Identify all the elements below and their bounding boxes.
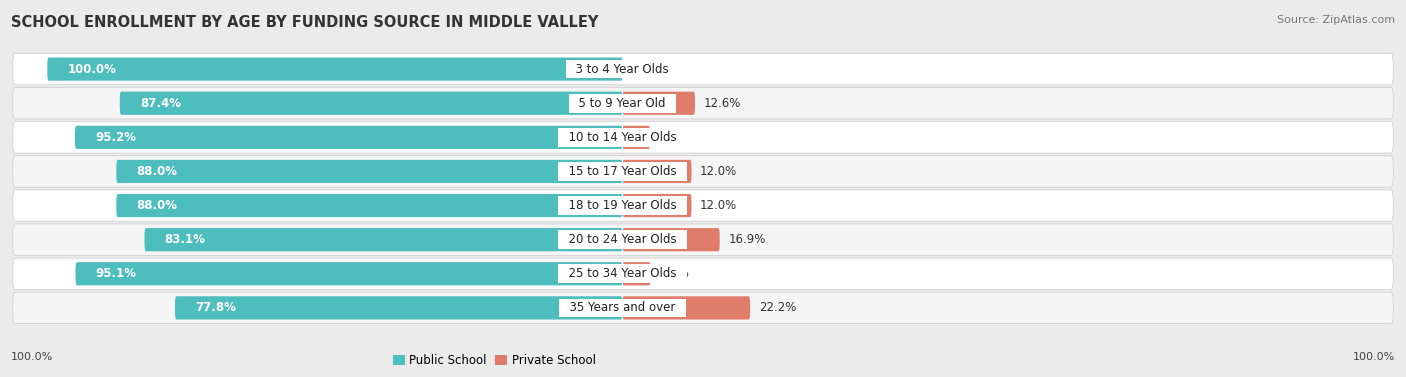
FancyBboxPatch shape [13,224,1393,255]
FancyBboxPatch shape [174,296,623,319]
FancyBboxPatch shape [13,190,1393,221]
Text: 35 Years and over: 35 Years and over [562,301,683,314]
Text: 95.1%: 95.1% [96,267,136,280]
FancyBboxPatch shape [145,228,623,251]
Text: 16.9%: 16.9% [728,233,766,246]
FancyBboxPatch shape [117,160,623,183]
FancyBboxPatch shape [48,58,623,81]
FancyBboxPatch shape [623,160,692,183]
Text: 12.0%: 12.0% [700,199,737,212]
Text: 4.8%: 4.8% [658,131,689,144]
FancyBboxPatch shape [623,296,751,319]
Text: 100.0%: 100.0% [11,352,53,362]
FancyBboxPatch shape [13,156,1393,187]
Text: 83.1%: 83.1% [165,233,205,246]
FancyBboxPatch shape [75,126,623,149]
Text: 22.2%: 22.2% [759,301,796,314]
Text: 4.9%: 4.9% [659,267,689,280]
FancyBboxPatch shape [13,87,1393,119]
Text: 10 to 14 Year Olds: 10 to 14 Year Olds [561,131,685,144]
Text: 88.0%: 88.0% [136,199,177,212]
Text: 0.0%: 0.0% [631,63,661,76]
Text: 87.4%: 87.4% [141,97,181,110]
Text: 12.6%: 12.6% [703,97,741,110]
FancyBboxPatch shape [117,194,623,217]
Text: Source: ZipAtlas.com: Source: ZipAtlas.com [1277,15,1395,25]
FancyBboxPatch shape [120,92,623,115]
FancyBboxPatch shape [13,122,1393,153]
Text: 18 to 19 Year Olds: 18 to 19 Year Olds [561,199,685,212]
FancyBboxPatch shape [623,228,720,251]
FancyBboxPatch shape [623,194,692,217]
Text: SCHOOL ENROLLMENT BY AGE BY FUNDING SOURCE IN MIDDLE VALLEY: SCHOOL ENROLLMENT BY AGE BY FUNDING SOUR… [11,15,599,30]
Text: 77.8%: 77.8% [195,301,236,314]
FancyBboxPatch shape [623,92,695,115]
FancyBboxPatch shape [76,262,623,285]
FancyBboxPatch shape [623,126,650,149]
Text: 5 to 9 Year Old: 5 to 9 Year Old [571,97,673,110]
Text: 100.0%: 100.0% [67,63,117,76]
Text: 88.0%: 88.0% [136,165,177,178]
FancyBboxPatch shape [13,258,1393,290]
Text: 3 to 4 Year Olds: 3 to 4 Year Olds [568,63,676,76]
FancyBboxPatch shape [13,292,1393,323]
Text: 12.0%: 12.0% [700,165,737,178]
Text: 100.0%: 100.0% [1353,352,1395,362]
Text: 25 to 34 Year Olds: 25 to 34 Year Olds [561,267,683,280]
FancyBboxPatch shape [13,54,1393,85]
Text: 95.2%: 95.2% [96,131,136,144]
Text: 15 to 17 Year Olds: 15 to 17 Year Olds [561,165,685,178]
FancyBboxPatch shape [623,262,651,285]
Text: 20 to 24 Year Olds: 20 to 24 Year Olds [561,233,685,246]
Legend: Public School, Private School: Public School, Private School [388,349,600,372]
